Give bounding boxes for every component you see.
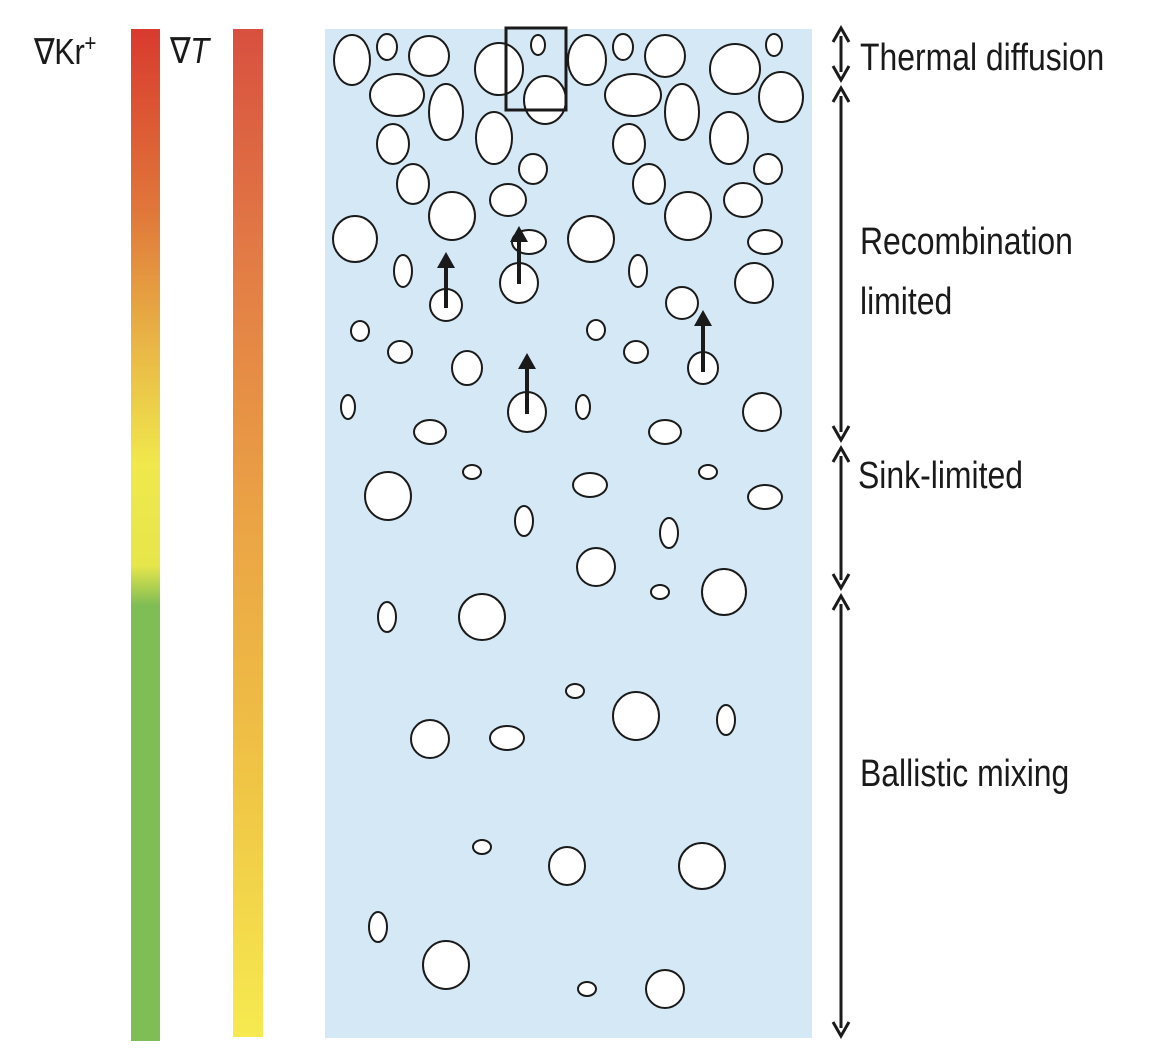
bubble [474, 42, 524, 96]
bubble [723, 182, 763, 218]
arrow-down-icon [831, 1021, 851, 1040]
arrow-up-icon [831, 592, 851, 611]
bubble [628, 254, 648, 288]
bubble [665, 286, 699, 320]
bubble [333, 34, 371, 86]
bubble [410, 719, 450, 759]
kr-gradient-bar [131, 29, 160, 1041]
bubble [747, 484, 783, 510]
bubble [572, 472, 608, 498]
bubble [659, 517, 679, 549]
bubble [698, 464, 718, 480]
bubble [577, 981, 597, 997]
bubble [368, 911, 388, 943]
temperature-gradient-bar [233, 29, 263, 1037]
bubble [451, 350, 483, 386]
bubble [376, 123, 410, 165]
highlight-box [504, 26, 568, 112]
migration-arrow-head [694, 310, 712, 326]
bubble [716, 704, 736, 736]
bubble [664, 83, 700, 141]
bubble [523, 75, 567, 125]
bubble [458, 593, 506, 641]
bubble [530, 34, 546, 56]
recombination-line1: Recombination [860, 221, 1073, 263]
bubble [709, 43, 761, 95]
bubble [623, 340, 649, 364]
bubble [422, 940, 470, 990]
recombination-line2: limited [860, 281, 953, 323]
bubble [489, 183, 527, 217]
bubble [734, 262, 774, 304]
bubble [548, 846, 586, 886]
bubble [765, 33, 783, 57]
bubble [701, 568, 747, 616]
bubble [567, 215, 615, 263]
region-label-thermal-diffusion: Thermal diffusion [860, 37, 1105, 79]
bubble [396, 163, 430, 205]
bubble [632, 163, 666, 205]
migration-arrow-head [510, 226, 528, 242]
bubble [428, 83, 464, 141]
bubble [758, 71, 804, 123]
region-label-recombination-limited: Recombination limited [860, 212, 1073, 332]
bubble [376, 33, 398, 61]
bubble [462, 464, 482, 480]
region-label-ballistic-mixing: Ballistic mixing [860, 753, 1070, 795]
arrow-up-icon [831, 444, 851, 463]
arrow-down-icon [831, 573, 851, 592]
bubble [369, 73, 425, 117]
kr-superscript: + [84, 30, 97, 57]
bubble [678, 842, 726, 890]
kr-symbol: ∇Kr [34, 31, 85, 72]
kr-gradient-label: ∇Kr+ [34, 30, 96, 73]
bubble [350, 320, 370, 342]
nabla-symbol: ∇ [170, 30, 191, 71]
bubble [518, 153, 548, 185]
bubble [565, 683, 585, 699]
bubble [393, 254, 413, 288]
bubble [413, 419, 447, 445]
bubble [428, 191, 476, 241]
arrow-down-icon [831, 425, 851, 444]
bubble [648, 419, 682, 445]
bubble [644, 34, 686, 78]
bubble [747, 229, 783, 255]
bubble [650, 584, 670, 600]
bubble [377, 601, 397, 633]
bubble [604, 73, 662, 117]
bubble [664, 191, 712, 241]
bubble [332, 215, 378, 263]
bubble [472, 839, 492, 855]
bubble [489, 725, 525, 751]
bubble [408, 35, 450, 77]
temperature-gradient-label: ∇T [170, 30, 209, 72]
bubble [575, 394, 591, 420]
bubble [364, 471, 412, 521]
bubble [586, 319, 606, 341]
bubble [753, 153, 783, 185]
bubble [612, 691, 660, 741]
arrow-up-icon [831, 24, 851, 43]
bubble [567, 34, 607, 86]
arrow-up-icon [831, 84, 851, 103]
bubble [514, 505, 534, 537]
arrow-down-icon [831, 65, 851, 84]
region-label-sink-limited: Sink-limited [858, 455, 1023, 497]
bubble [612, 33, 634, 61]
bubble [742, 392, 782, 432]
bubble [475, 111, 513, 165]
bubble [645, 969, 685, 1009]
t-symbol: T [190, 30, 209, 71]
migration-arrow-head [437, 252, 455, 268]
migration-arrow-head [518, 353, 536, 369]
bubble [387, 340, 413, 364]
bubble [340, 394, 356, 420]
bubble [612, 123, 646, 165]
bubble [709, 111, 749, 165]
bubble [576, 547, 616, 587]
